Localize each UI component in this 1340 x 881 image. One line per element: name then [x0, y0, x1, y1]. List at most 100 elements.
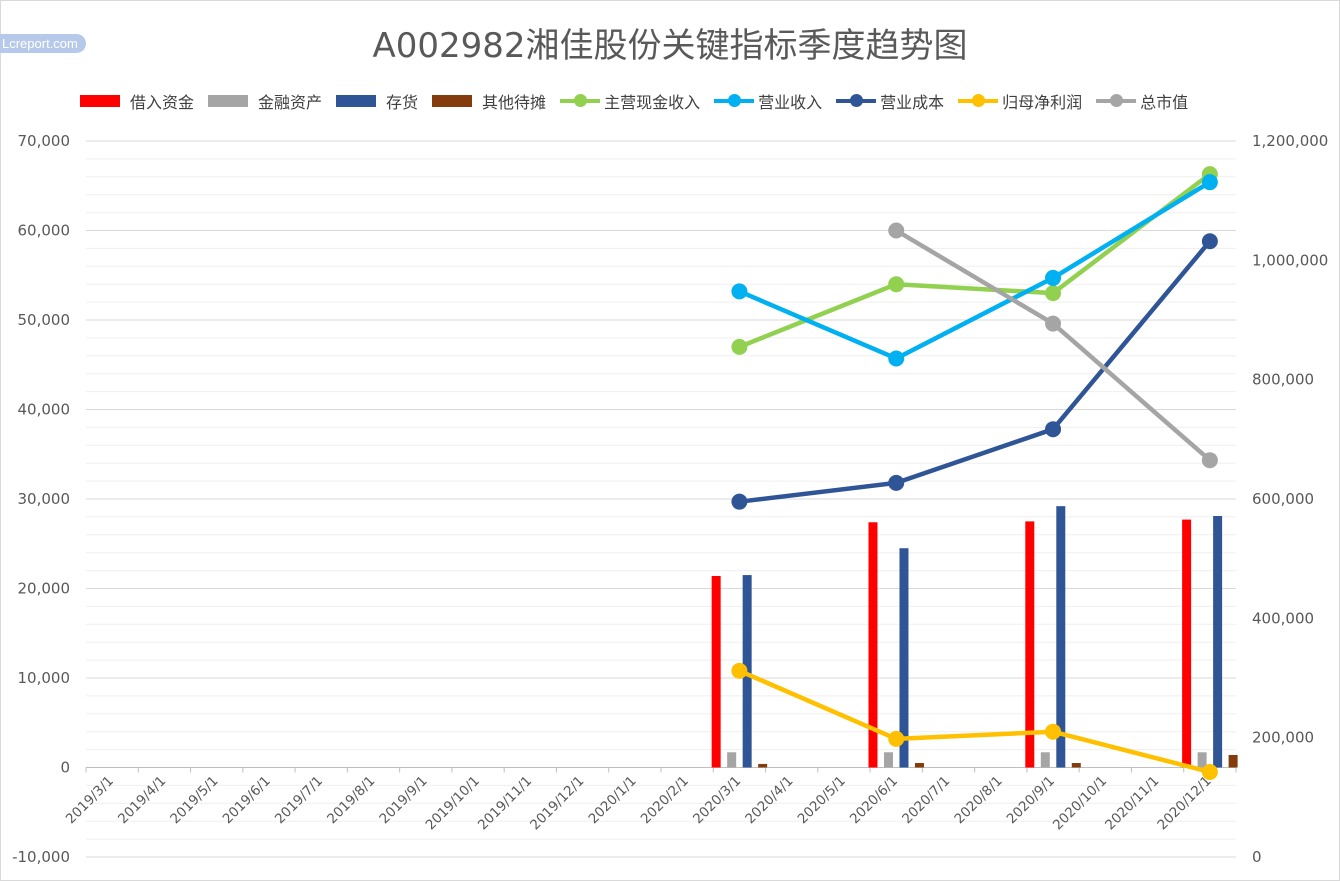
legend-marker	[728, 94, 742, 107]
legend-marker	[850, 94, 864, 107]
data-point-归母净利润	[1201, 763, 1218, 780]
legend-label: 金融资产	[258, 93, 323, 112]
legend-label: 借入资金	[130, 93, 195, 112]
series-line-归母净利润	[737, 668, 1213, 775]
series-line-营业收入	[737, 179, 1213, 361]
bar-金融资产	[727, 752, 737, 768]
data-point-营业成本	[731, 493, 748, 510]
legend-item: 其他待摊	[432, 89, 546, 113]
data-point-归母净利润	[731, 662, 748, 679]
y-right-tick-label: 600,000	[1252, 490, 1314, 508]
y-left-tick-label: 60,000	[18, 222, 71, 240]
legend-marker	[574, 94, 588, 107]
legend-label: 主营现金收入	[604, 93, 701, 112]
legend-label: 归母净利润	[1002, 93, 1083, 112]
data-point-营业成本	[888, 474, 905, 491]
x-tick-label: 2019/6/1	[220, 773, 274, 827]
x-tick-label: 2020/5/1	[795, 773, 849, 827]
data-point-主营现金收入	[1045, 285, 1062, 302]
x-tick-label: 2019/3/1	[63, 773, 117, 827]
series-line-主营现金收入	[737, 171, 1213, 350]
legend-item: 营业成本	[836, 89, 944, 113]
y-left-tick-label: 70,000	[18, 132, 71, 150]
y-left-tick-label: -10,000	[12, 848, 70, 866]
data-point-营业收入	[1045, 269, 1062, 286]
y-left-tick-label: 30,000	[18, 490, 71, 508]
x-tick-label: 2019/8/1	[324, 773, 378, 827]
legend-item: 营业收入	[714, 89, 822, 113]
x-tick-label: 2020/7/1	[899, 773, 953, 827]
y-right-tick-label: 800,000	[1252, 371, 1314, 389]
legend-item: 总市值	[1096, 89, 1188, 113]
x-tick-label: 2019/5/1	[167, 773, 221, 827]
x-tick-label: 2020/2/1	[638, 773, 692, 827]
legend-label: 其他待摊	[482, 93, 547, 112]
data-point-归母净利润	[888, 730, 905, 747]
y-right-tick-label: 400,000	[1252, 609, 1314, 627]
x-tick-label: 2020/1/1	[585, 773, 639, 827]
bar-其他待摊	[914, 763, 924, 768]
legend-item: 归母净利润	[958, 89, 1082, 113]
data-point-营业收入	[731, 283, 748, 300]
legend-marker	[1110, 94, 1124, 107]
x-tick-label: 2020/3/1	[690, 773, 744, 827]
legend-item: 主营现金收入	[560, 89, 700, 113]
y-left-tick-label: 20,000	[18, 580, 71, 598]
legend-item: 金融资产	[208, 89, 322, 113]
legend-swatch-bar	[336, 95, 377, 107]
data-point-总市值	[888, 222, 905, 239]
y-left-tick-label: 40,000	[18, 401, 71, 419]
legend-item: 借入资金	[80, 89, 194, 113]
legend-item: 存货	[336, 89, 418, 113]
bar-借入资金	[1182, 519, 1192, 768]
data-point-营业收入	[888, 350, 905, 367]
x-tick-label: 2020/9/1	[1004, 773, 1058, 827]
bar-金融资产	[1040, 752, 1050, 768]
bar-金融资产	[883, 752, 893, 768]
y-right-tick-label: 1,200,000	[1252, 132, 1328, 150]
watermark-badge: Lcreport.com	[0, 34, 86, 53]
legend-swatch-bar	[80, 95, 120, 107]
x-tick-label: 2019/4/1	[115, 773, 169, 827]
x-tick-label: 2020/4/1	[742, 773, 796, 827]
y-left-tick-label: 50,000	[18, 311, 71, 329]
y-left-tick-label: 0	[60, 759, 70, 777]
x-tick-label: 2020/8/1	[951, 773, 1005, 827]
legend-swatch-bar	[208, 95, 249, 107]
bar-存货	[899, 548, 909, 768]
legend-swatch-line	[714, 94, 755, 107]
y-right-tick-label: 200,000	[1252, 729, 1314, 747]
legend-marker	[972, 94, 986, 107]
legend-label: 营业收入	[758, 93, 823, 112]
legend-label: 营业成本	[880, 93, 945, 112]
bar-其他待摊	[1071, 763, 1081, 768]
y-left-tick-label: 10,000	[18, 669, 71, 687]
data-point-总市值	[1201, 452, 1218, 469]
bar-存货	[1213, 516, 1223, 768]
y-right-tick-label: 1,000,000	[1252, 251, 1328, 269]
data-point-主营现金收入	[888, 276, 905, 293]
x-tick-label: 2019/9/1	[376, 773, 430, 827]
data-point-营业收入	[1201, 174, 1218, 191]
legend-swatch-line	[958, 94, 999, 107]
bar-金融资产	[1197, 752, 1207, 768]
legend-label: 总市值	[1140, 93, 1189, 112]
y-right-tick-label: 0	[1252, 848, 1262, 866]
x-tick-label: 2019/7/1	[272, 773, 326, 827]
series-line-营业成本	[737, 238, 1213, 504]
data-point-归母净利润	[1045, 723, 1062, 740]
chart-legend: 借入资金 金融资产 存货 其他待摊 主营现金收入 营业收入 营业成本 归母净利润 总市值	[80, 88, 1202, 114]
legend-label: 存货	[386, 93, 419, 112]
bar-借入资金	[1025, 521, 1035, 768]
legend-swatch-line	[560, 94, 601, 107]
data-point-营业成本	[1201, 233, 1218, 250]
legend-swatch-bar	[432, 95, 473, 107]
bar-其他待摊	[1228, 754, 1238, 768]
bar-其他待摊	[758, 763, 768, 768]
x-tick-label: 2020/6/1	[847, 773, 901, 827]
legend-swatch-line	[836, 94, 877, 107]
bar-借入资金	[711, 575, 721, 768]
bar-存货	[1056, 506, 1066, 768]
